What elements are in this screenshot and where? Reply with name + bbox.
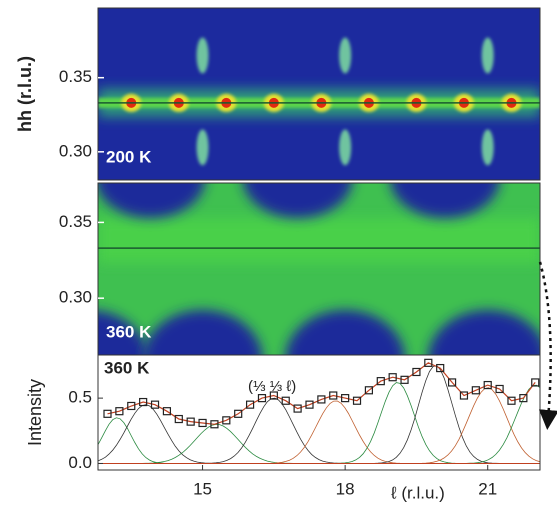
data-point [471, 386, 480, 395]
data-point [127, 401, 136, 411]
x-tick-label: 21 [478, 479, 497, 498]
data-point [103, 409, 112, 418]
frame [97, 7, 541, 181]
arrow [538, 261, 557, 430]
data-point [412, 367, 421, 377]
data-point [293, 404, 302, 413]
data-point [198, 418, 207, 428]
frame [97, 354, 541, 471]
x-axis-label: ℓ (r.l.u.) [390, 483, 445, 502]
panel-label: 360 K [104, 358, 150, 377]
heatmap [98, 183, 540, 355]
data-point [269, 391, 278, 400]
fit-curve [98, 423, 540, 464]
fit-curve [98, 382, 540, 464]
data-point [245, 400, 255, 409]
fit-curve [98, 384, 540, 464]
x-tick-label: 18 [336, 479, 355, 498]
data-point [341, 394, 350, 403]
fit-curve [98, 387, 540, 464]
data-point [222, 416, 231, 425]
data-point [352, 396, 362, 405]
heatmap [98, 8, 540, 180]
data-point [364, 386, 374, 395]
y-tick-label: 0.0 [68, 453, 92, 472]
streak [481, 37, 494, 74]
data-point [531, 378, 540, 387]
y-tick-label: 0.35 [59, 67, 92, 86]
lobe [98, 183, 205, 218]
data-point [519, 394, 528, 403]
x-tick-label: 15 [193, 479, 212, 498]
data-point [174, 414, 183, 424]
fit-curve [98, 404, 540, 464]
y-tick-label: 0.5 [68, 388, 92, 407]
data-point [459, 391, 469, 400]
y-axis-label: hh (r.l.u.) [15, 56, 35, 132]
data-point [495, 384, 504, 394]
panel-label: 360 K [106, 322, 152, 341]
y-tick-label: 0.35 [59, 212, 92, 231]
streak [196, 37, 209, 74]
plot [98, 358, 540, 464]
lobe [142, 310, 263, 355]
lobe [98, 310, 149, 355]
data-point [115, 407, 124, 416]
data-point [329, 391, 338, 400]
data-point [150, 400, 160, 409]
data-point [447, 378, 457, 387]
y-axis-label: Intensity [25, 379, 45, 446]
data-point [317, 395, 326, 404]
data-point [210, 420, 219, 429]
data-point [186, 417, 195, 426]
streak [339, 129, 352, 166]
data-point [483, 380, 492, 390]
lobe [243, 183, 353, 218]
data-point [507, 396, 516, 405]
panel-label: 200 K [106, 147, 152, 166]
annotation: (⅓ ⅓ ℓ) [248, 378, 296, 395]
data-point [376, 377, 385, 386]
data-point [436, 363, 445, 373]
data-point [281, 396, 290, 405]
data-point [388, 373, 397, 382]
streak [339, 37, 352, 74]
data-point [257, 394, 267, 403]
lobe [390, 183, 500, 218]
lobe [285, 310, 405, 355]
lobe [428, 310, 540, 355]
data-point [305, 400, 314, 409]
data-point [424, 358, 433, 367]
y-tick-label: 0.30 [59, 141, 92, 160]
data-point [400, 375, 409, 384]
y-tick-label: 0.30 [59, 288, 92, 307]
data-point [162, 407, 172, 416]
data-point [139, 397, 148, 407]
streak [481, 129, 494, 166]
band [98, 218, 540, 264]
data-point [234, 409, 243, 418]
streak [196, 129, 209, 166]
data-line [107, 362, 536, 425]
